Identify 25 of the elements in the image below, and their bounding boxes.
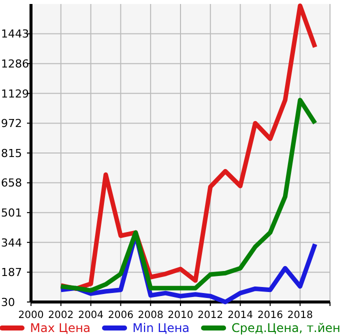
x-tick-label: 2010 <box>168 310 194 321</box>
x-tick-label: 2006 <box>108 310 134 321</box>
y-tick-label: 972 <box>1 117 22 130</box>
x-tick-label: 2018 <box>287 310 313 321</box>
legend-label: Min Цена <box>132 321 190 335</box>
x-tick-label: 2012 <box>198 310 224 321</box>
x-tick-label: 2014 <box>228 310 254 321</box>
y-tick-label: 815 <box>1 146 22 160</box>
line-series <box>58 98 318 293</box>
y-tick-label: 344 <box>1 236 22 250</box>
y-tick-label: 1443 <box>1 28 29 41</box>
y-tick-label: 1129 <box>1 87 29 100</box>
x-tick-label: 2002 <box>48 310 74 321</box>
y-tick-label: 187 <box>1 266 22 280</box>
y-tick-label: 658 <box>1 176 22 190</box>
x-tick-label: 2000 <box>18 310 44 321</box>
y-tick-label: 501 <box>1 206 22 220</box>
y-tick-label: 1286 <box>1 57 29 70</box>
legend-label: Max Цена <box>30 321 91 335</box>
x-tick-label: 2004 <box>78 310 104 321</box>
x-tick-label: 2008 <box>138 310 164 321</box>
y-tick-label: 30 <box>1 296 15 309</box>
x-tick-label: 2016 <box>257 310 283 321</box>
line-series <box>58 3 318 291</box>
legend-label: Сред.Цена, т.йен <box>232 321 340 335</box>
